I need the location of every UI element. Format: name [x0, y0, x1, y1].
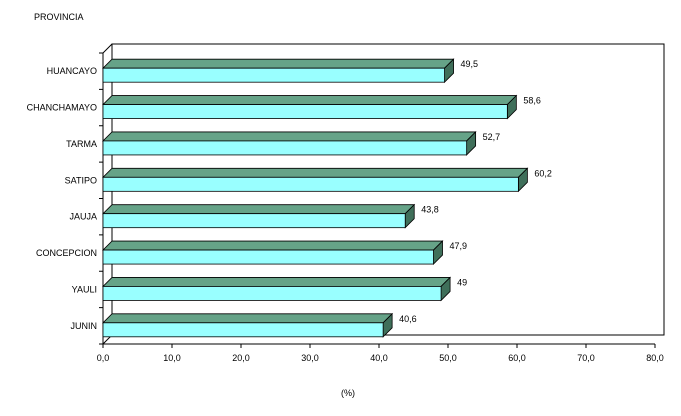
bar-front-face	[102, 213, 406, 229]
x-tick-label: 80,0	[646, 353, 664, 363]
x-tick-label: 20,0	[232, 353, 250, 363]
data-label: 40,6	[399, 314, 417, 324]
data-label: 43,8	[421, 205, 439, 215]
bar-top-face	[102, 204, 416, 215]
category-label: JUNIN	[71, 321, 98, 331]
data-label: 58,6	[523, 96, 541, 106]
x-tick-label: 60,0	[508, 353, 526, 363]
y-axis: HUANCAYO CHANCHAMAYO TARMA SATIPO JAUJA CONCE…	[27, 52, 104, 345]
x-tick-label: 70,0	[577, 353, 595, 363]
category-label: SATIPO	[65, 175, 97, 185]
category-label: CONCEPCION	[36, 248, 97, 258]
category-label: YAULI	[72, 284, 97, 294]
bar-front-face	[102, 249, 434, 265]
plot-left-wall-edge	[102, 43, 113, 54]
bar-front-face	[102, 286, 442, 301]
bar	[102, 94, 518, 120]
data-label: 49	[457, 277, 467, 287]
bar-top-face	[102, 131, 477, 142]
bar-front-face	[102, 104, 508, 119]
x-tick-label: 0,0	[97, 353, 110, 363]
bar	[102, 203, 416, 229]
bar-top-face	[102, 167, 529, 178]
category-label: CHANCHAMAYO	[27, 103, 97, 113]
bar-front-face	[102, 176, 519, 192]
bar-front-face	[102, 140, 468, 156]
x-tick-label: 40,0	[370, 353, 388, 363]
data-label: 60,2	[534, 168, 552, 178]
bars: 49,5 58,6 52,7 60,2 43,8 47,9 49 40,6	[102, 58, 552, 338]
bar-top-face	[102, 95, 518, 105]
bar-top-face	[102, 58, 455, 69]
bar-front-face	[102, 67, 445, 83]
bar	[102, 58, 455, 84]
x-axis-title: (%)	[341, 388, 355, 398]
data-label: 52,7	[483, 132, 501, 142]
y-axis-title: PROVINCIA	[34, 12, 84, 22]
x-tick-label: 50,0	[439, 353, 457, 363]
bar-top-face	[102, 277, 452, 287]
bar	[102, 167, 529, 193]
x-tick-label: 10,0	[163, 353, 181, 363]
category-label: HUANCAYO	[47, 66, 97, 76]
category-label: TARMA	[66, 139, 97, 149]
bar-front-face	[102, 322, 384, 338]
bar	[102, 276, 452, 302]
bar	[102, 130, 477, 156]
x-axis: 0,0 10,0 20,0 30,0 40,0 50,0 60,0 70,0 80,0	[97, 343, 664, 363]
category-label: JAUJA	[69, 212, 97, 222]
bar-top-face	[102, 240, 444, 251]
x-tick-label: 30,0	[301, 353, 319, 363]
bar	[102, 240, 444, 266]
bar-top-face	[102, 313, 394, 324]
data-label: 47,9	[450, 241, 468, 251]
bar	[102, 312, 394, 338]
data-label: 49,5	[461, 59, 479, 69]
